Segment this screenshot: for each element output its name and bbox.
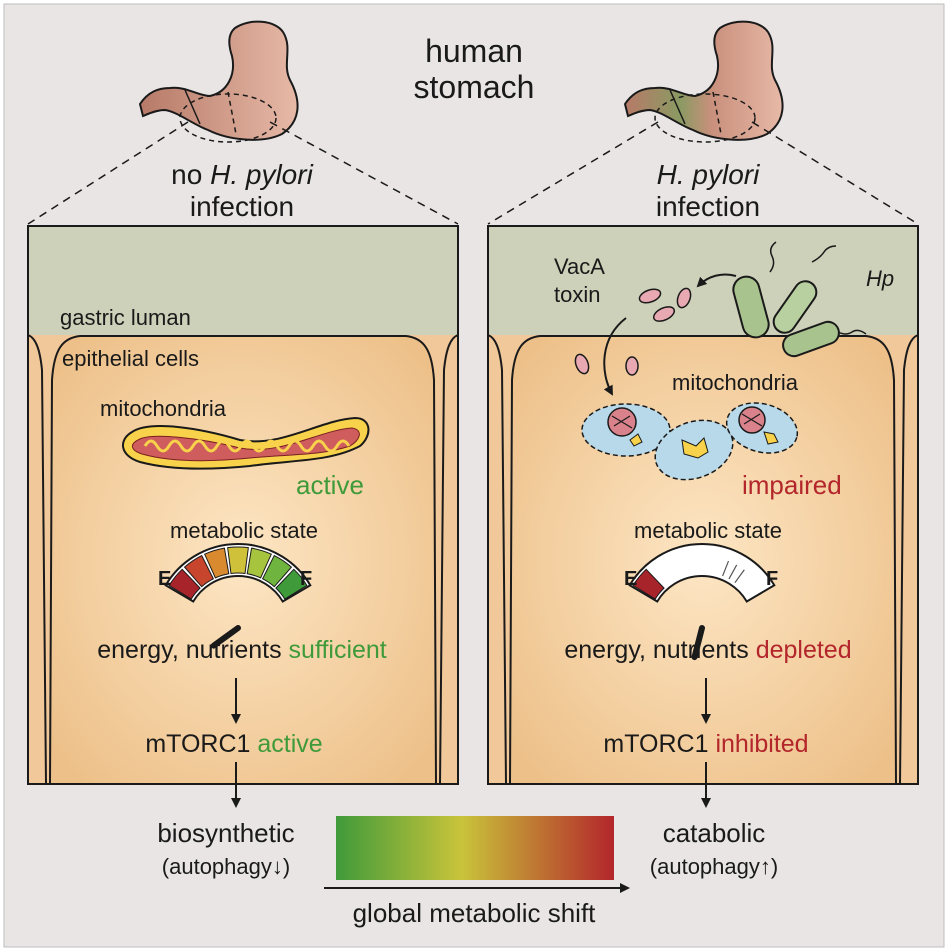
right-gauge-e: E (624, 568, 637, 590)
gauge-segment (275, 568, 308, 600)
left-mito-label: mitochondria (100, 396, 227, 421)
left-mito-status: active (296, 470, 364, 500)
stomach-left-illustration (138, 20, 299, 143)
zoom-line-right-b (751, 121, 919, 225)
gauge-needle (210, 625, 241, 649)
gauge-segment (227, 546, 249, 575)
zoom-line-left-b (269, 121, 459, 225)
left-heading-line1: no H. pylori (171, 159, 313, 190)
gauge-segment (203, 547, 230, 579)
right-panel: VacA toxin Hp mitochondria (487, 225, 919, 785)
zoom-line-right-a (487, 121, 659, 225)
left-heading-line2: infection (190, 191, 294, 222)
metabolic-shift-gradient-bar (336, 816, 614, 880)
title-line1: human (425, 33, 523, 69)
gauge-motion-line (728, 564, 738, 580)
right-mtorc-line: mTORC1 inhibited (603, 730, 808, 758)
right-heading-line2: infection (656, 191, 760, 222)
biosynthetic-sub: (autophagy↓) (162, 854, 290, 879)
left-epithelial-label: epithelial cells (62, 346, 199, 371)
toxin-release-arrow (696, 273, 737, 288)
left-energy-line: energy, nutrients sufficient (97, 636, 387, 664)
right-gauge-f: F (766, 568, 778, 590)
right-heading-line1: H. pylori (657, 159, 760, 190)
catabolic-sub: (autophagy↑) (650, 854, 778, 879)
left-mtorc-line: mTORC1 active (145, 730, 322, 758)
stomach-right-infected-illustration (623, 20, 784, 143)
vaca-toxin-particles-icon (574, 287, 692, 376)
right-metabolic-label: metabolic state (634, 518, 782, 543)
left-panel: gastric luman epithelial cells mitochond… (27, 225, 459, 785)
gauge-segment (261, 554, 293, 588)
gauge-segment (246, 547, 273, 579)
right-impaired-mitochondria-icon (581, 402, 799, 481)
toxin-entry-arrow (603, 317, 627, 396)
right-energy-line: energy, nutrients depleted (564, 636, 851, 664)
right-mito-label: mitochondria (672, 370, 799, 395)
right-fuel-gauge (628, 543, 776, 661)
right-hp-label: Hp (866, 266, 894, 291)
h-pylori-bacteria-icon (732, 241, 867, 358)
gauge-motion-line (734, 569, 745, 584)
gauge-motion-line (722, 560, 730, 577)
gauge-segment (632, 568, 665, 600)
metabolic-shift-label: global metabolic shift (353, 898, 597, 928)
gauge-segment (168, 568, 201, 600)
left-gastric-label: gastric luman (60, 305, 191, 330)
biosynthetic-label: biosynthetic (157, 818, 294, 848)
left-fuel-gauge (164, 543, 312, 649)
gauge-outline (628, 543, 776, 603)
right-mito-status: impaired (742, 470, 842, 500)
right-toxin-line2: toxin (554, 282, 600, 307)
title-line2: stomach (414, 69, 535, 105)
left-gauge-e: E (158, 568, 171, 590)
left-metabolic-label: metabolic state (170, 518, 318, 543)
left-gauge-f: F (300, 568, 312, 590)
catabolic-label: catabolic (663, 818, 766, 848)
gauge-segment (183, 554, 215, 588)
right-toxin-line1: VacA (554, 254, 605, 279)
gauge-needle (691, 625, 705, 661)
zoom-line-left-a (27, 121, 189, 225)
left-mitochondrion-icon (122, 416, 370, 470)
